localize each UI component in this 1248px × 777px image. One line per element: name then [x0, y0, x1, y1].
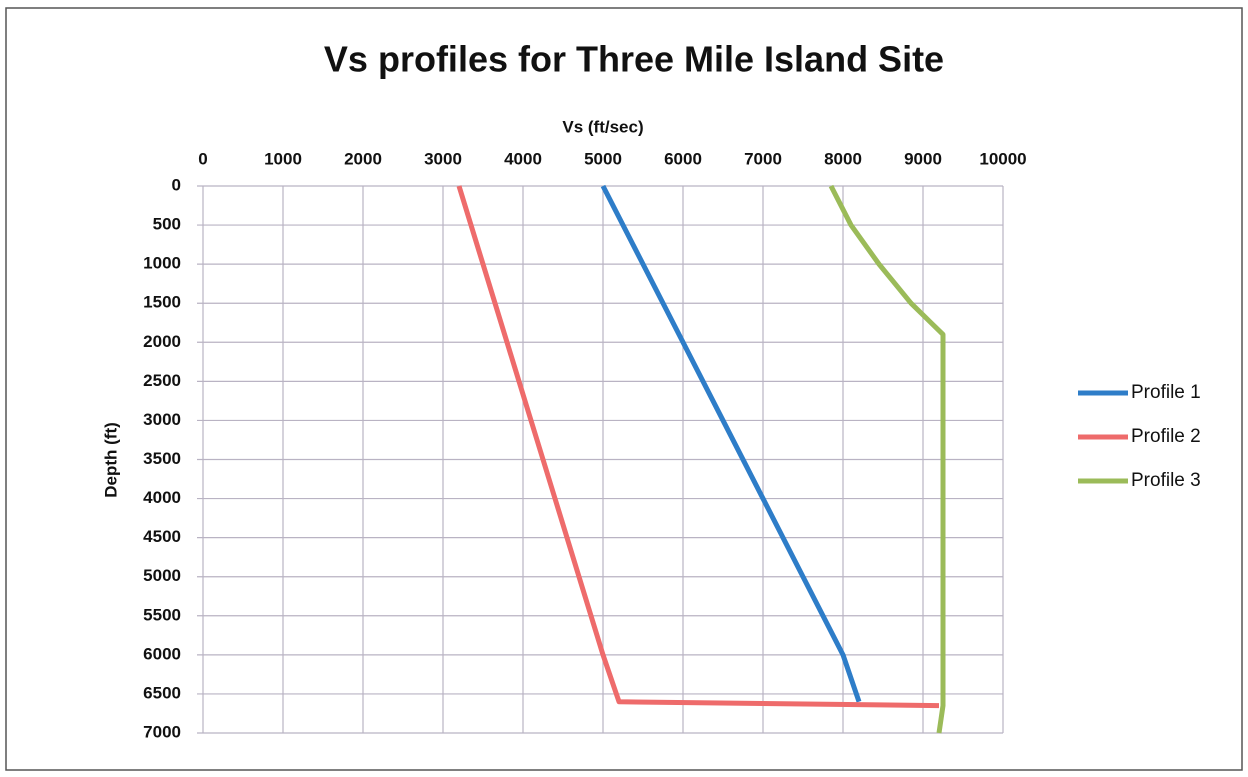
- x-tick-label: 7000: [744, 149, 782, 168]
- y-tick-label: 4000: [143, 488, 181, 507]
- x-tick-label: 1000: [264, 149, 302, 168]
- x-tick-label: 8000: [824, 149, 862, 168]
- y-tick-label: 7000: [143, 722, 181, 741]
- legend-label: Profile 3: [1131, 470, 1201, 491]
- y-tick-label: 1500: [143, 293, 181, 312]
- x-tick-label: 4000: [504, 149, 542, 168]
- x-tick-label: 3000: [424, 149, 462, 168]
- legend-label: Profile 1: [1131, 382, 1201, 403]
- series-line: [600, 184, 862, 703]
- y-tick-label: 500: [153, 215, 181, 234]
- x-tick-label: 5000: [584, 149, 622, 168]
- y-tick-label: 2500: [143, 371, 181, 390]
- y-axis-title: Depth (ft): [101, 422, 120, 498]
- y-tick-label: 6500: [143, 683, 181, 702]
- y-tick-label: 6000: [143, 644, 181, 663]
- series-line: [828, 184, 946, 734]
- x-tick-label: 9000: [904, 149, 942, 168]
- y-tick-label: 2000: [143, 332, 181, 351]
- y-tick-label: 5500: [143, 605, 181, 624]
- chart-title: Vs profiles for Three Mile Island Site: [324, 39, 944, 80]
- y-tick-label: 4500: [143, 527, 181, 546]
- y-tick-label: 5000: [143, 566, 181, 585]
- x-tick-label: 0: [198, 149, 207, 168]
- y-tick-label: 0: [172, 175, 181, 194]
- y-tick-label: 1000: [143, 254, 181, 273]
- y-tick-label: 3500: [143, 449, 181, 468]
- x-tick-label: 2000: [344, 149, 382, 168]
- series-line: [456, 185, 940, 709]
- x-tick-label: 6000: [664, 149, 702, 168]
- legend-label: Profile 2: [1131, 426, 1201, 447]
- x-axis-title: Vs (ft/sec): [562, 117, 643, 136]
- chart-frame: [5, 7, 1243, 771]
- x-tick-label: 10000: [979, 149, 1026, 168]
- y-tick-label: 3000: [143, 410, 181, 429]
